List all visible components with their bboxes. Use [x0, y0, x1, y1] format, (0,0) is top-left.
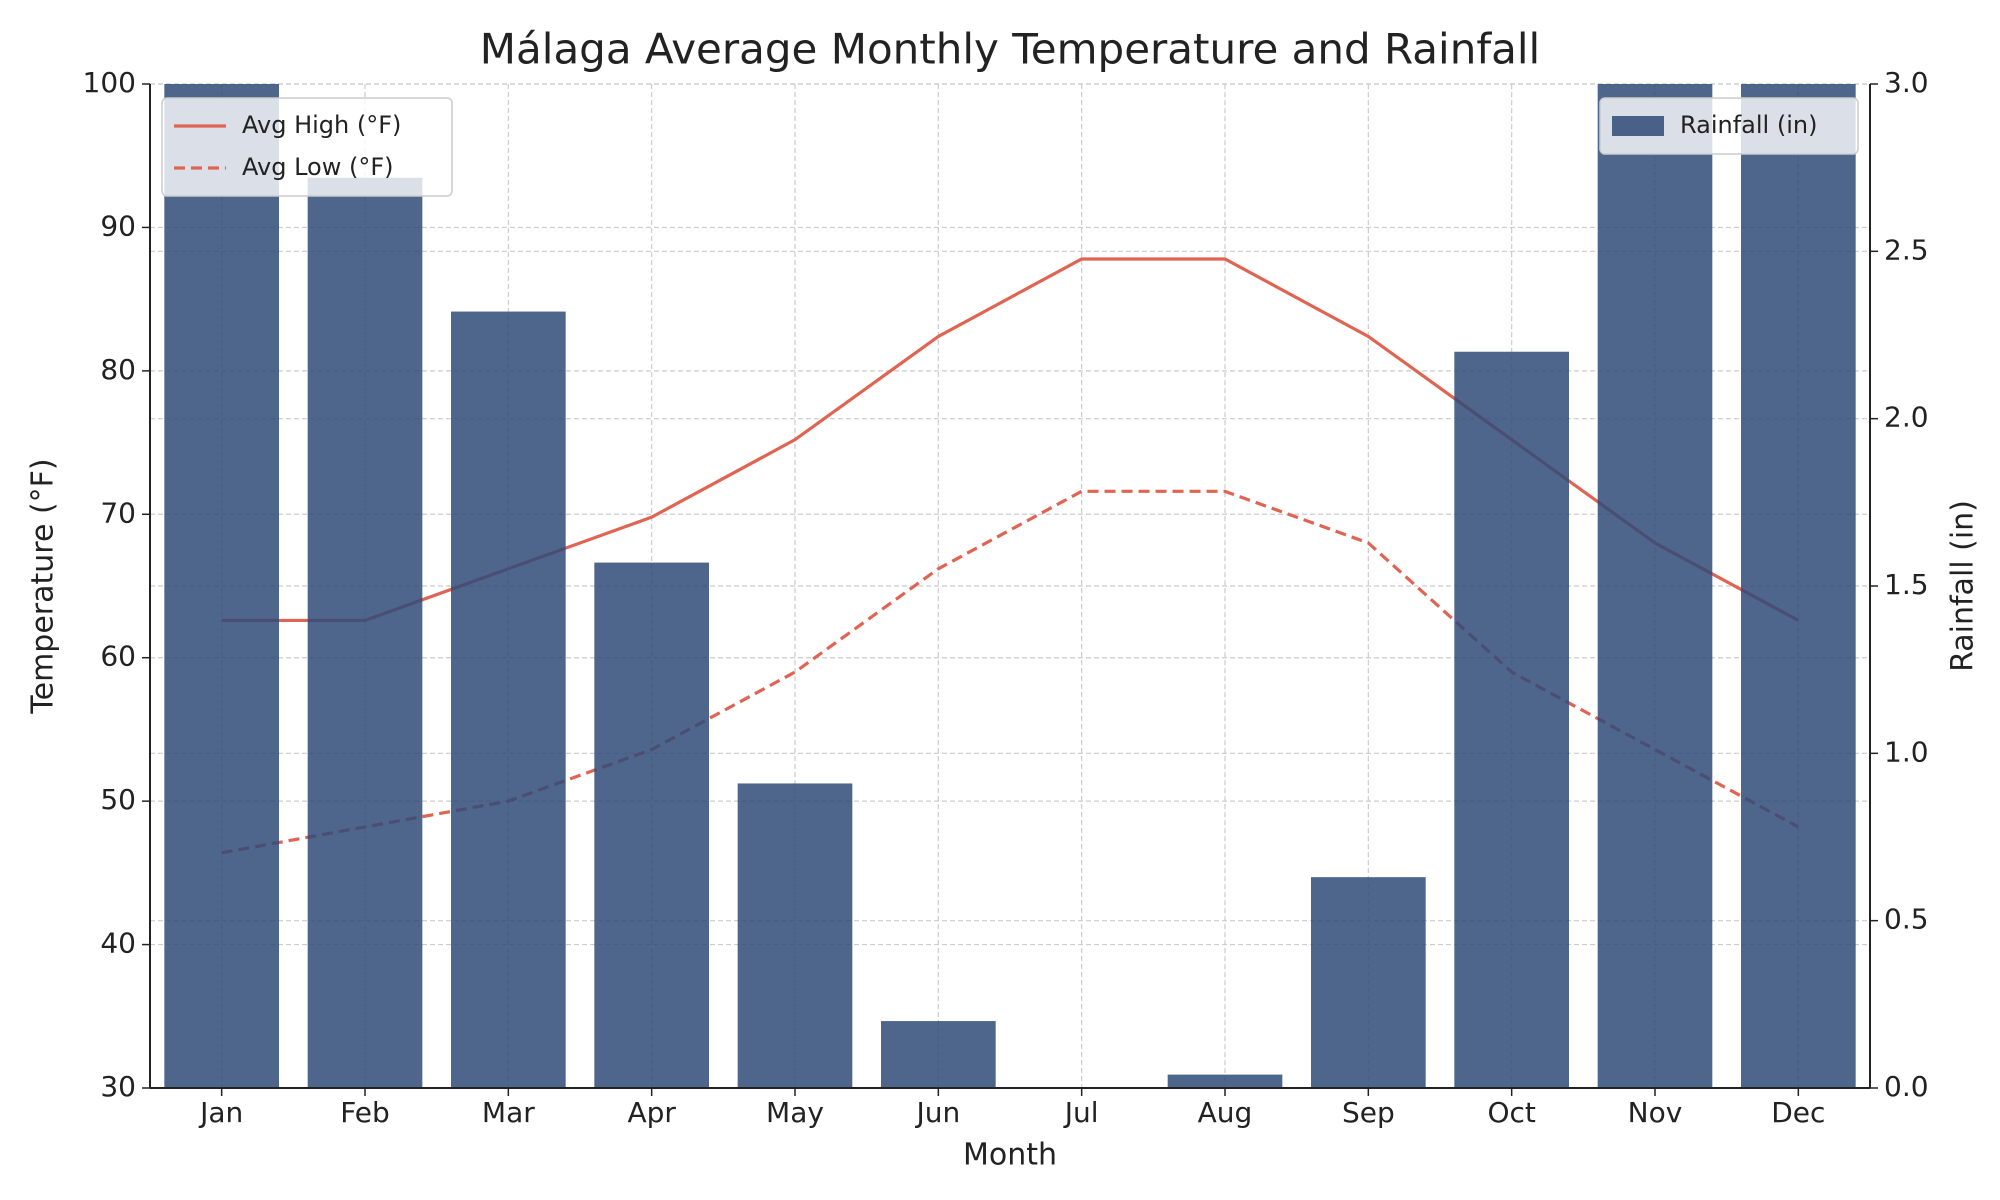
- legend-label: Rainfall (in): [1680, 111, 1817, 139]
- y2-tick-label: 2.5: [1884, 233, 1929, 266]
- bar: [1311, 877, 1426, 1088]
- chart-title: Málaga Average Monthly Temperature and R…: [480, 25, 1540, 74]
- legend: Rainfall (in): [1599, 97, 1859, 155]
- plot-area: [164, 84, 1856, 1088]
- y-tick-label: 80: [100, 353, 136, 386]
- x-tick-label: Jan: [198, 1096, 243, 1129]
- y-axis-label: Temperature (°F): [26, 458, 61, 714]
- x-tick-label: Jun: [914, 1096, 960, 1129]
- x-tick-label: Aug: [1198, 1096, 1253, 1129]
- y-tick-label: 70: [100, 496, 136, 529]
- legend-box: [161, 97, 453, 197]
- y2-axis-label: Rainfall (in): [1946, 500, 1981, 672]
- x-tick-label: Feb: [340, 1096, 390, 1129]
- legend-swatch: [1612, 116, 1664, 136]
- bar: [1741, 84, 1856, 1088]
- y-tick-label: 40: [100, 927, 136, 960]
- bar: [1167, 1074, 1283, 1088]
- y2-tick-label: 0.0: [1884, 1070, 1929, 1103]
- y-tick-label: 60: [100, 640, 136, 673]
- x-tick-label: May: [766, 1096, 824, 1129]
- bar: [451, 311, 566, 1088]
- legend-box: [1599, 97, 1859, 155]
- legend-label: Avg Low (°F): [242, 153, 394, 181]
- y2-tick-label: 0.5: [1884, 903, 1929, 936]
- x-tick-label: Nov: [1628, 1096, 1683, 1129]
- bar: [307, 177, 423, 1088]
- bar: [594, 562, 709, 1088]
- bar: [1597, 84, 1713, 1088]
- y2-tick-label: 1.5: [1884, 568, 1929, 601]
- legend-label: Avg High (°F): [242, 111, 401, 139]
- y2-tick-label: 3.0: [1884, 66, 1929, 99]
- y2-tick-label: 1.0: [1884, 735, 1929, 768]
- x-tick-label: Apr: [627, 1096, 676, 1129]
- y-tick-label: 30: [100, 1070, 136, 1103]
- x-tick-label: Mar: [482, 1096, 535, 1129]
- y-tick-label: 100: [83, 66, 136, 99]
- y2-tick-label: 2.0: [1884, 401, 1929, 434]
- bar: [737, 783, 853, 1088]
- bar: [164, 84, 279, 1088]
- bar: [1454, 351, 1569, 1088]
- x-tick-label: Dec: [1771, 1096, 1825, 1129]
- x-tick-label: Oct: [1487, 1096, 1535, 1129]
- x-tick-label: Sep: [1342, 1096, 1395, 1129]
- y-tick-label: 50: [100, 783, 136, 816]
- x-axis-label: Month: [963, 1138, 1057, 1173]
- y-tick-label: 90: [100, 209, 136, 242]
- legend: Avg High (°F) Avg Low (°F): [161, 97, 453, 197]
- x-tick-label: Jul: [1063, 1096, 1099, 1129]
- bar: [881, 1021, 996, 1088]
